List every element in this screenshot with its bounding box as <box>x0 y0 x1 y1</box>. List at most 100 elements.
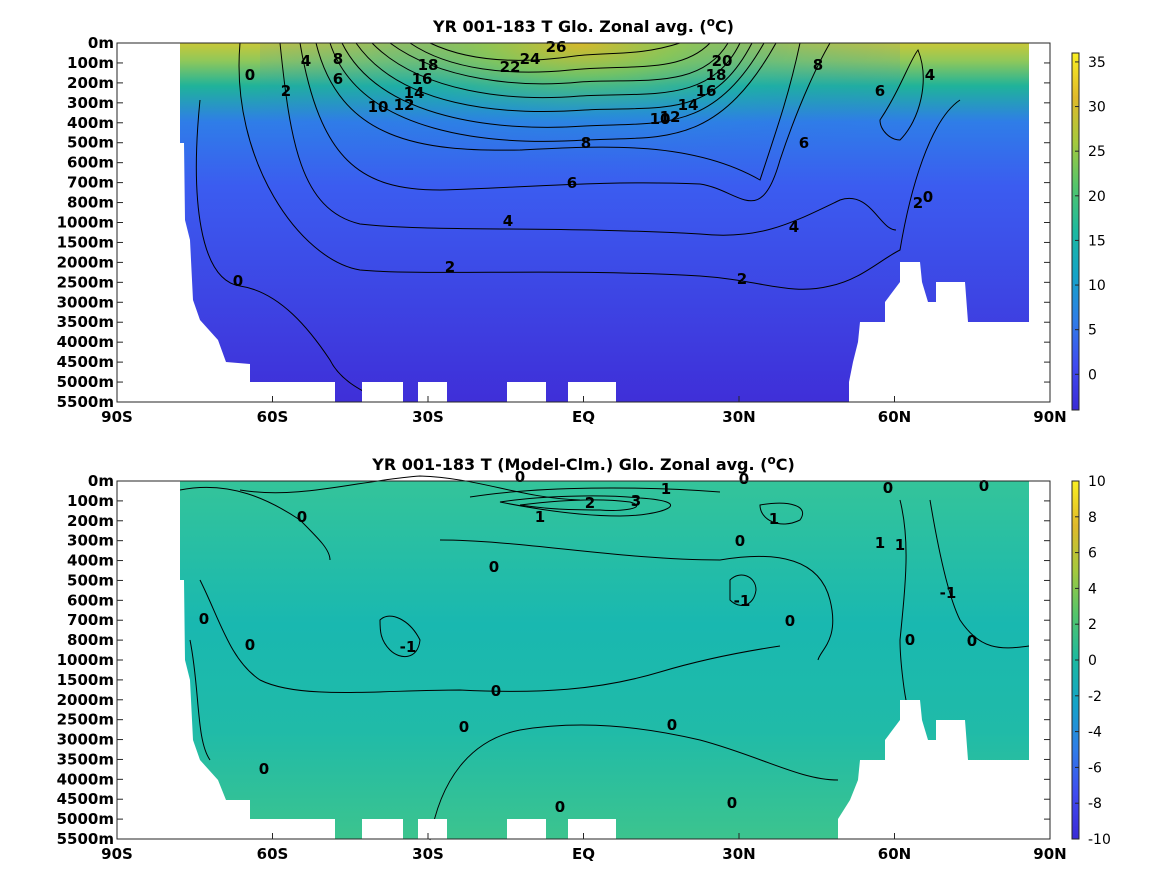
contour-label: 1 <box>535 508 545 526</box>
contour-line <box>371 42 741 99</box>
contour-line <box>239 475 581 501</box>
colorbar-tick-label: 6 <box>1088 546 1097 562</box>
y-tick-label: 600m <box>67 591 114 609</box>
contour-line <box>729 574 757 606</box>
contour-label: 10 <box>368 98 389 116</box>
contour-label: 3 <box>631 492 641 510</box>
chart-title: YR 001-183 T (Model-Clm.) Glo. Zonal avg… <box>371 453 795 474</box>
contour-label: 0 <box>739 470 749 488</box>
x-tick-label: 90N <box>1033 408 1066 426</box>
contour-label: 2 <box>445 258 455 276</box>
contour-label: 2 <box>737 270 747 288</box>
x-tick-label: 60S <box>257 408 289 426</box>
y-tick-label: 2000m <box>57 253 114 271</box>
contour-label: 1 <box>895 536 905 554</box>
contour-label: 0 <box>297 508 307 526</box>
colorbar-tick-label: -10 <box>1088 832 1111 848</box>
contour-line <box>299 42 831 202</box>
contour-label: 8 <box>333 50 343 68</box>
y-tick-label: 2500m <box>57 273 114 291</box>
colorbar-tick-label: 15 <box>1088 233 1106 249</box>
contour-line <box>499 495 671 517</box>
y-tick-label: 5500m <box>57 393 114 411</box>
y-tick-label: 4000m <box>57 333 114 351</box>
x-tick-label: EQ <box>572 845 595 863</box>
contour-line <box>429 724 839 841</box>
contour-label: 0 <box>459 718 469 736</box>
contour-line <box>389 42 729 85</box>
x-tick-label: 30S <box>412 845 444 863</box>
y-tick-label: 0m <box>88 34 114 52</box>
land-mask <box>568 382 616 402</box>
contour-label: 1 <box>769 510 779 528</box>
contour-line <box>199 579 781 693</box>
contour-label: 0 <box>979 477 989 495</box>
contour-label: 1 <box>661 480 671 498</box>
y-tick-label: 5500m <box>57 830 114 848</box>
y-tick-label: 700m <box>67 611 114 629</box>
contour-line <box>879 49 924 141</box>
y-tick-label: 300m <box>67 94 114 112</box>
contour-label: 0 <box>245 636 255 654</box>
y-tick-label: 200m <box>67 74 114 92</box>
contour-label: 14 <box>404 84 425 102</box>
x-tick-label: 90S <box>101 408 133 426</box>
y-tick-label: 100m <box>67 492 114 510</box>
contour-label: 26 <box>546 38 567 56</box>
contour-line <box>379 615 421 658</box>
warm-surface-layer <box>260 43 900 263</box>
contour-line <box>329 42 777 142</box>
colorbar-tick-label: 10 <box>1088 278 1106 294</box>
colorbar-tick-label: 0 <box>1088 367 1097 383</box>
contour-label: 0 <box>923 188 933 206</box>
contour-line <box>469 487 721 498</box>
y-tick-label: 1000m <box>57 651 114 669</box>
y-tick-label: 1500m <box>57 233 114 251</box>
contour-label: 22 <box>500 58 521 76</box>
y-tick-label: 700m <box>67 174 114 192</box>
contour-line <box>519 499 638 511</box>
x-tick-label: 30N <box>722 408 755 426</box>
contour-line <box>409 42 711 73</box>
contour-label: 0 <box>245 66 255 84</box>
contour-label: 20 <box>712 52 733 70</box>
land-mask <box>507 819 546 839</box>
contour-label: 0 <box>555 798 565 816</box>
land-mask <box>362 819 403 839</box>
contour-line <box>929 499 1030 649</box>
colorbar-tick-label: -2 <box>1088 689 1102 705</box>
land-mask <box>507 382 546 402</box>
y-tick-label: 2000m <box>57 691 114 709</box>
contour-label: 8 <box>813 56 823 74</box>
y-tick-label: 100m <box>67 54 114 72</box>
y-tick-label: 800m <box>67 631 114 649</box>
contour-label: 4 <box>789 218 799 236</box>
land-mask <box>418 819 447 839</box>
chart-title: YR 001-183 T Glo. Zonal avg. (oC) <box>432 15 734 36</box>
land-mask <box>117 43 335 402</box>
contour-label: 0 <box>233 272 243 290</box>
x-tick-label: 60S <box>257 845 289 863</box>
land-mask <box>418 382 447 402</box>
y-tick-label: 4500m <box>57 353 114 371</box>
land-mask <box>568 819 616 839</box>
colorbar-tick-label: 5 <box>1088 323 1097 339</box>
contour-label: 0 <box>515 468 525 486</box>
contour-line <box>195 99 381 401</box>
contour-label: 1 <box>875 534 885 552</box>
x-tick-label: 30S <box>412 408 444 426</box>
contour-line <box>279 42 897 236</box>
land-mask <box>849 43 1050 402</box>
contour-label: 4 <box>925 66 935 84</box>
y-tick-label: 4500m <box>57 790 114 808</box>
contour-label: 10 <box>650 110 671 128</box>
contour-label: -1 <box>940 584 957 602</box>
y-tick-label: 500m <box>67 571 114 589</box>
colorbar-tick-label: 4 <box>1088 581 1097 597</box>
colorbar-tick-label: 30 <box>1088 100 1106 116</box>
contour-line <box>238 42 961 290</box>
land-mask <box>362 382 403 402</box>
contour-line <box>189 639 211 761</box>
